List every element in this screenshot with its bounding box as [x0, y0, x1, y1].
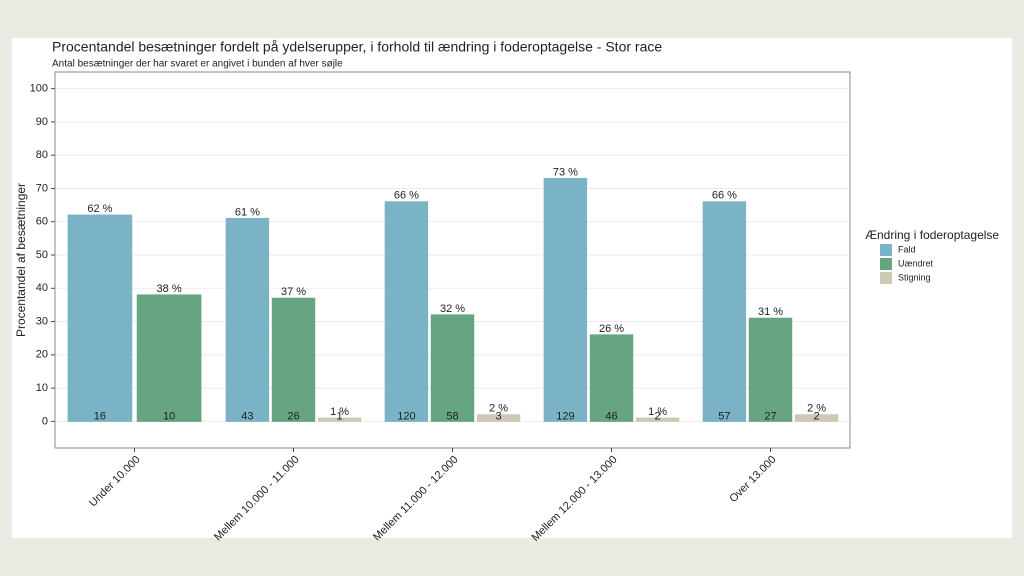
bar [225, 217, 270, 422]
legend-label: Stigning [898, 272, 931, 282]
value-label: 2 % [807, 403, 826, 415]
count-label: 3 [496, 410, 502, 422]
legend-key [880, 258, 892, 270]
count-label: 2 [655, 410, 661, 422]
value-label: 26 % [599, 323, 624, 335]
value-label: 73 % [553, 166, 578, 178]
count-label: 26 [287, 410, 299, 422]
legend-label: Fald [898, 244, 916, 254]
y-tick-label: 50 [36, 249, 48, 261]
count-label: 43 [241, 410, 253, 422]
bar [67, 214, 133, 422]
value-label: 32 % [440, 303, 465, 315]
legend-key [880, 244, 892, 256]
bar [635, 417, 680, 422]
value-label: 2 % [489, 403, 508, 415]
value-label: 66 % [712, 190, 737, 202]
bar [543, 177, 588, 422]
count-label: 120 [397, 410, 415, 422]
value-label: 1 % [648, 406, 667, 418]
legend-key [880, 272, 892, 284]
bar [702, 201, 747, 422]
y-tick-label: 20 [36, 349, 48, 361]
bar [271, 297, 316, 422]
y-tick-label: 80 [36, 149, 48, 161]
bar [589, 334, 634, 422]
bar [384, 201, 429, 422]
count-label: 16 [94, 410, 106, 422]
y-tick-label: 60 [36, 216, 48, 228]
count-label: 2 [814, 410, 820, 422]
value-label: 1 % [330, 406, 349, 418]
chart-title: Procentandel besætninger fordelt på ydel… [52, 39, 662, 55]
value-label: 62 % [87, 203, 112, 215]
chart-subtitle: Antal besætninger der har svaret er angi… [52, 59, 343, 70]
value-label: 66 % [394, 190, 419, 202]
value-label: 31 % [758, 306, 783, 318]
bar [430, 314, 475, 422]
y-axis-label: Procentandel af besætninger [14, 183, 28, 337]
y-tick-label: 100 [30, 83, 48, 95]
count-label: 27 [764, 410, 776, 422]
count-label: 57 [718, 410, 730, 422]
count-label: 10 [163, 410, 175, 422]
bar [476, 414, 521, 422]
bar [794, 414, 839, 422]
y-tick-label: 10 [36, 382, 48, 394]
bar [136, 294, 202, 422]
y-tick-label: 40 [36, 282, 48, 294]
value-label: 37 % [281, 286, 306, 298]
count-label: 1 [337, 410, 343, 422]
count-label: 46 [605, 410, 617, 422]
legend-title: Ændring i foderoptagelse [865, 228, 999, 242]
y-tick-label: 30 [36, 315, 48, 327]
bar [748, 317, 793, 422]
legend-label: Uændret [898, 258, 934, 268]
value-label: 61 % [235, 206, 260, 218]
count-label: 58 [446, 410, 458, 422]
y-tick-label: 90 [36, 116, 48, 128]
count-label: 129 [556, 410, 574, 422]
y-tick-label: 70 [36, 182, 48, 194]
bar [317, 417, 362, 422]
value-label: 38 % [157, 283, 182, 295]
y-tick-label: 0 [42, 415, 48, 427]
